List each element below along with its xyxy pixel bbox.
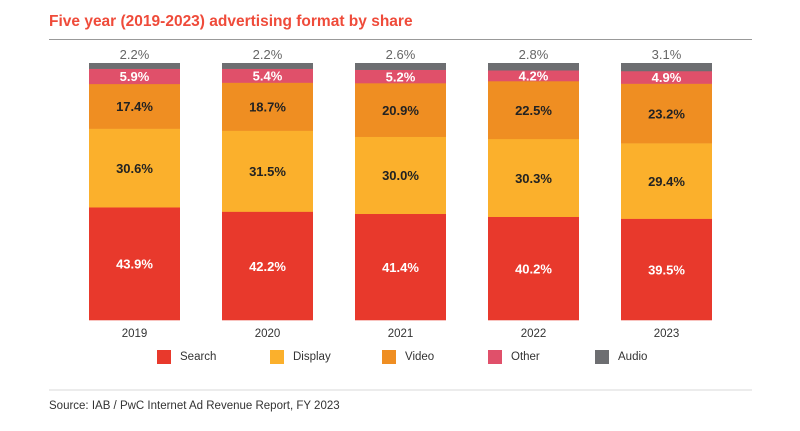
data-label-display-2022: 30.3% [515,171,552,186]
bar-segment-search-2019 [89,207,180,321]
x-tick-label: 2019 [122,328,148,340]
data-label-video-2019: 17.4% [116,99,153,114]
legend-item-search: Search [157,350,270,364]
bar-segment-video-2023 [621,83,712,144]
data-label-search-2021: 41.4% [382,260,419,275]
legend-label: Search [180,351,217,363]
bar-segment-search-2023 [621,218,712,321]
data-label-search-2020: 42.2% [249,259,286,274]
data-label-audio-2020: 2.2% [253,47,283,62]
data-label-other-2019: 5.9% [120,69,150,84]
bar-segment-display-2023 [621,143,712,219]
bar-segment-display-2021 [355,136,446,215]
data-label-display-2021: 30.0% [382,168,419,183]
legend-swatch [382,350,396,364]
bar-segment-audio-2019 [89,63,180,69]
bar-segment-audio-2023 [621,63,712,72]
data-label-other-2020: 5.4% [253,69,283,84]
bar-segment-other-2019 [89,68,180,85]
legend-item-other: Other [488,350,595,364]
bar-segment-audio-2020 [222,63,313,69]
data-label-video-2023: 23.2% [648,106,685,121]
data-label-search-2019: 43.9% [116,257,153,272]
bar-segment-display-2022 [488,138,579,217]
bar-segment-video-2021 [355,83,446,137]
data-label-audio-2023: 3.1% [652,47,682,62]
bar-segment-search-2021 [355,213,446,321]
legend-item-video: Video [382,350,488,364]
bar-segment-display-2020 [222,130,313,212]
source-note: Source: IAB / PwC Internet Ad Revenue Re… [49,400,340,412]
chart-title: Five year (2019-2023) advertising format… [49,13,413,30]
data-label-other-2021: 5.2% [386,69,416,84]
legend-label: Audio [618,351,648,363]
x-tick-label: 2023 [654,328,680,340]
data-label-display-2020: 31.5% [249,164,286,179]
bar-segment-other-2023 [621,70,712,84]
data-label-audio-2019: 2.2% [120,47,150,62]
legend-label: Other [511,351,540,363]
footer-divider [49,389,752,391]
legend: Search Display Video Other Audio [157,350,647,364]
x-tick-label: 2021 [388,328,414,340]
data-label-video-2022: 22.5% [515,103,552,118]
bar-segment-audio-2021 [355,63,446,70]
legend-swatch [157,350,171,364]
bar-segment-display-2019 [89,128,180,208]
data-label-display-2019: 30.6% [116,161,153,176]
bar-segment-search-2022 [488,216,579,321]
data-label-search-2023: 39.5% [648,262,685,277]
legend-swatch [488,350,502,364]
data-label-video-2020: 18.7% [249,100,286,115]
legend-label: Video [405,351,435,363]
data-label-audio-2022: 2.8% [519,47,549,62]
bar-segment-audio-2022 [488,63,579,71]
data-label-search-2022: 40.2% [515,261,552,276]
data-label-display-2023: 29.4% [648,174,685,189]
stacked-bar-chart: 43.9% 30.6% 17.4% 5.9% 2.2% 2019 42.2% 31.5% 18.… [89,47,712,340]
legend-label: Display [293,351,331,363]
data-label-audio-2021: 2.6% [386,47,416,62]
bar-segment-video-2022 [488,80,579,140]
legend-swatch [270,350,284,364]
bar-segment-other-2020 [222,68,313,83]
bar-segment-video-2019 [89,83,180,129]
legend-item-audio: Audio [595,350,647,364]
x-tick-label: 2022 [521,328,547,340]
bar-segment-video-2020 [222,82,313,131]
legend-swatch [595,350,609,364]
data-label-other-2022: 4.2% [519,69,549,84]
bar-segment-search-2020 [222,211,313,321]
title-rule [49,39,752,40]
bar-segment-other-2022 [488,70,579,82]
data-label-other-2023: 4.9% [652,70,682,85]
x-tick-label: 2020 [255,328,281,340]
bar-segment-other-2021 [355,69,446,84]
data-label-video-2021: 20.9% [382,103,419,118]
legend-item-display: Display [270,350,382,364]
